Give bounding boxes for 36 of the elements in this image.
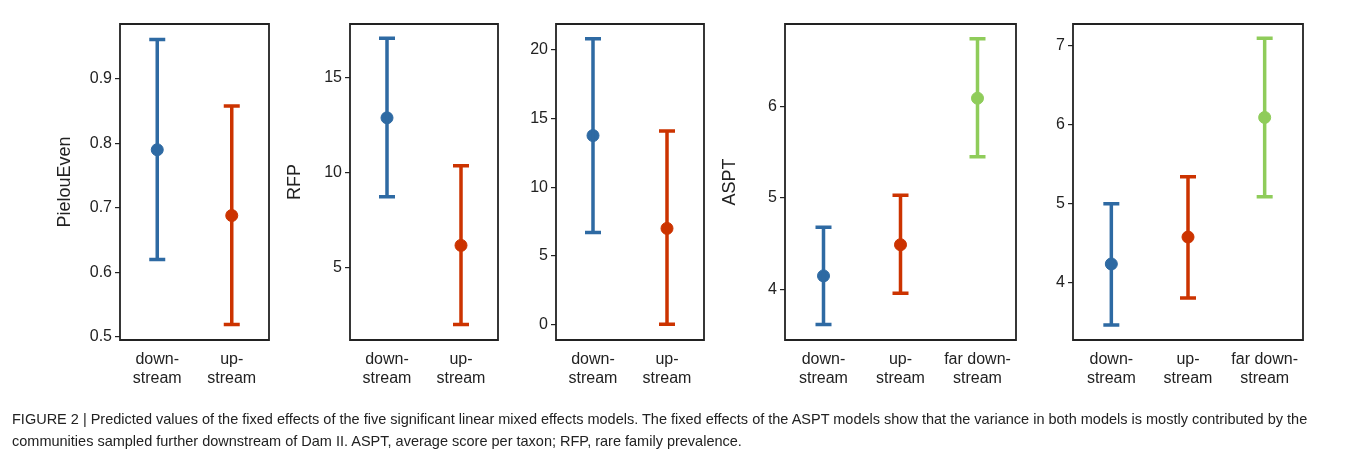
x-tick-label: far down-stream [1231, 350, 1299, 387]
x-tick-label: up-stream [876, 350, 925, 387]
x-tick-label: up-stream [642, 350, 692, 387]
y-tick-label: 5 [768, 188, 778, 206]
y-tick-label: 6 [768, 96, 778, 114]
x-tick-label: up-stream [1163, 350, 1213, 387]
y-tick-label: 0.8 [89, 133, 113, 151]
x-tick-label: down-stream [132, 350, 182, 387]
caption: FIGURE 2 | Predicted values of the fixed effects of the five significant linear mixed effects models. The fixed effects of the ASPT models show that the variance in both models is mostly contributed by the communities sampled further downstream of Dam II. ASPT, average score per taxon; RFP, rare family prevalence. [12, 410, 1309, 451]
y-tick-label: 7 [1056, 35, 1066, 53]
y-tick-label: 10 [530, 177, 549, 195]
y-tick-label: 0.7 [89, 198, 113, 216]
y-tick-label: 15 [530, 109, 549, 126]
x-tick-label: up-stream [436, 350, 486, 387]
y-tick-label: 4 [768, 280, 778, 298]
y-tick-label: 20 [530, 40, 549, 58]
x-tick-label: down-stream [1086, 350, 1136, 387]
y-tick-label: 15 [324, 67, 343, 85]
y-tick-label: 0.6 [89, 262, 113, 280]
x-tick-label: down-stream [799, 350, 848, 387]
y-tick-label: 10 [324, 162, 343, 180]
x-tick-label: down-stream [568, 350, 618, 387]
x-tick-label: up-stream [207, 350, 257, 387]
y-axis-title: ASPT [718, 158, 739, 206]
y-tick-label: 0 [539, 314, 549, 332]
y-tick-label: 4 [1056, 273, 1066, 291]
y-axis-title: RFP [283, 164, 304, 200]
y-tick-label: 6 [1056, 114, 1066, 132]
x-tick-label: far down-stream [944, 350, 1011, 387]
y-tick-label: 5 [1056, 194, 1066, 212]
x-tick-label: down-stream [362, 350, 412, 387]
y-tick-label: 5 [333, 258, 343, 276]
y-tick-label: 5 [539, 246, 549, 264]
y-axis-title: PielouEven [53, 136, 74, 228]
y-tick-label: 0.9 [89, 69, 113, 87]
y-tick-label: 0.5 [89, 327, 113, 345]
